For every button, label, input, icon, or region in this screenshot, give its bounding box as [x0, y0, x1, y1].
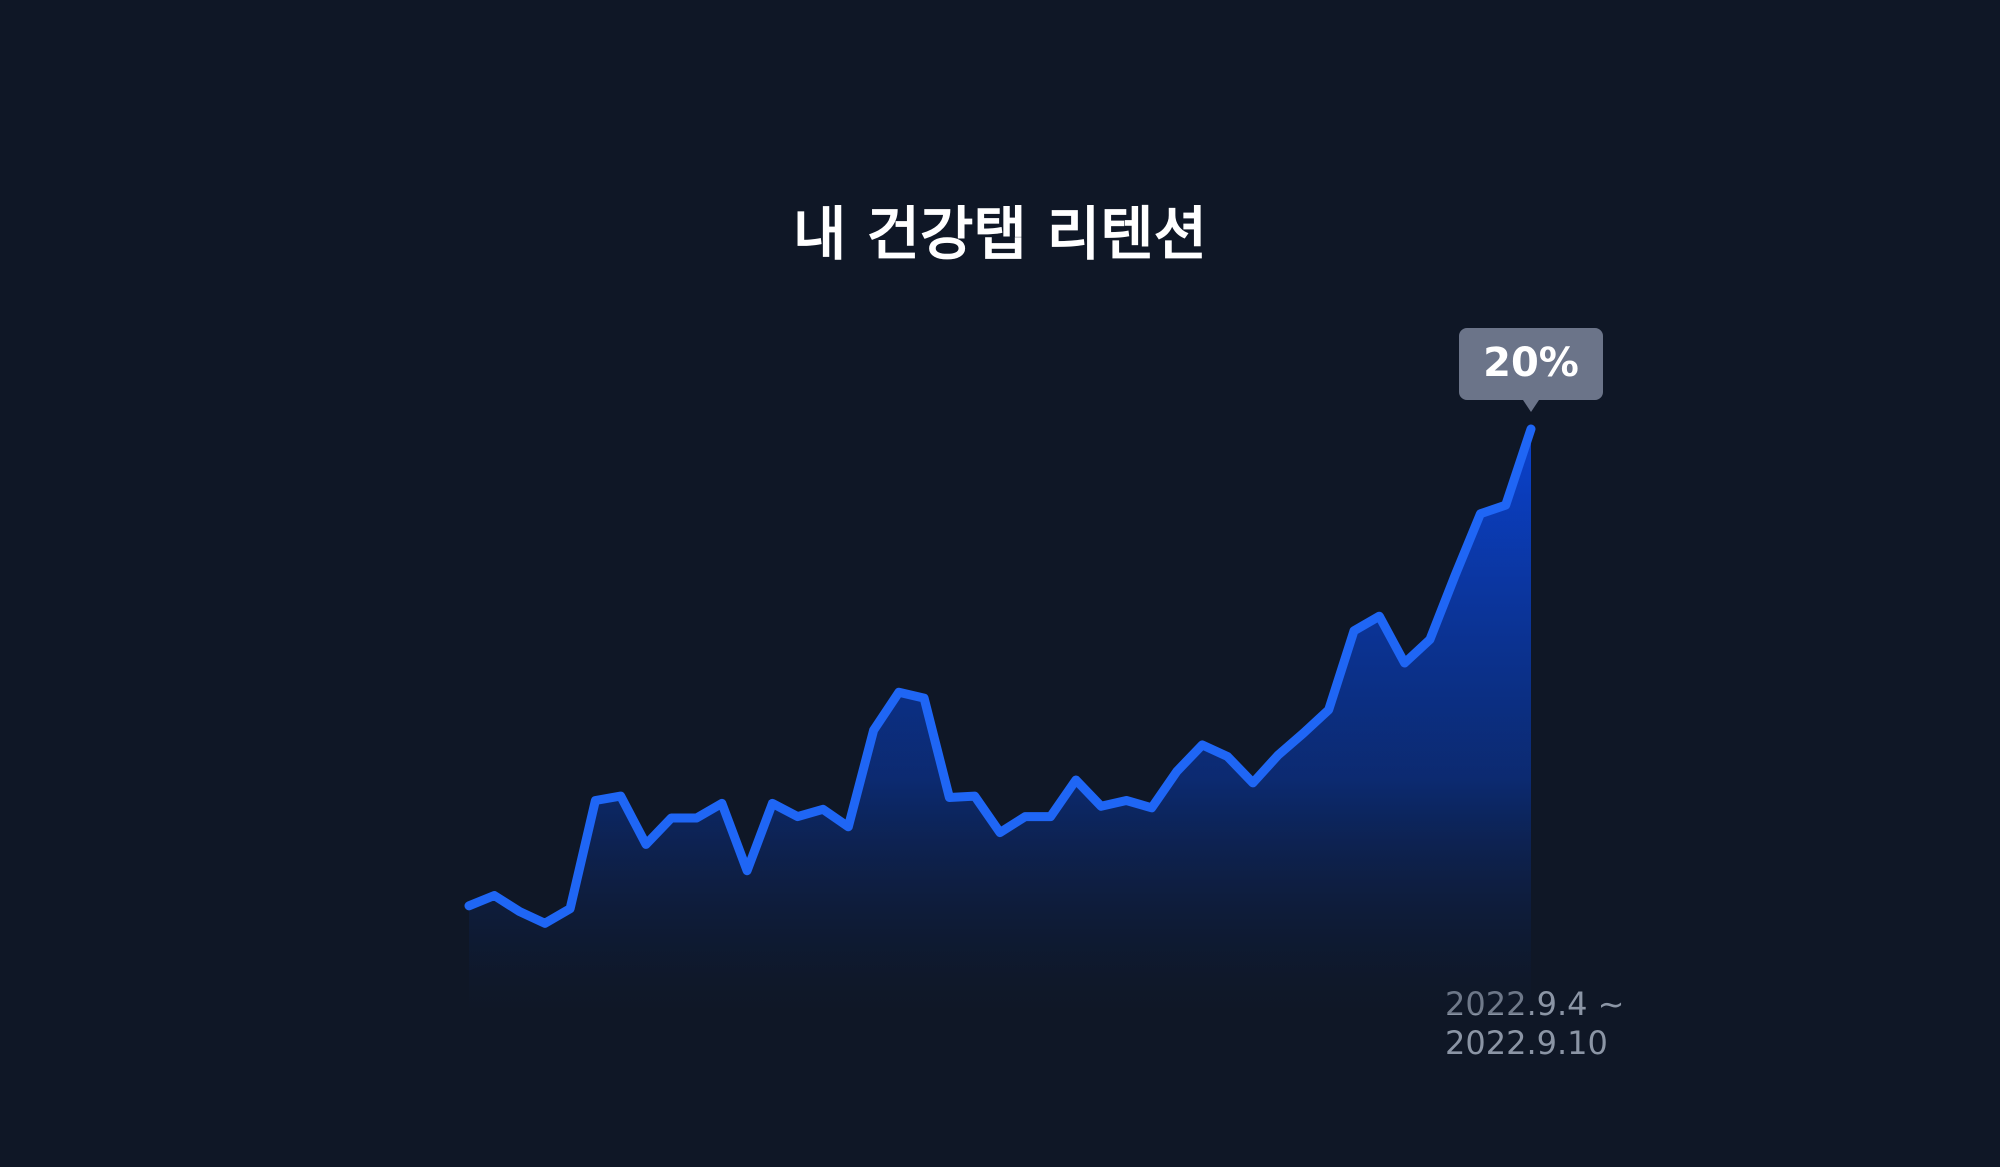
area-fill — [469, 429, 1531, 1014]
chart-title: 내 건강탭 리텐션 — [793, 200, 1207, 268]
value-label: 20% — [1483, 340, 1579, 386]
date-end: 2022.9.10 — [1445, 1024, 1608, 1062]
tooltip-box — [1459, 328, 1603, 412]
line — [464, 424, 1536, 928]
